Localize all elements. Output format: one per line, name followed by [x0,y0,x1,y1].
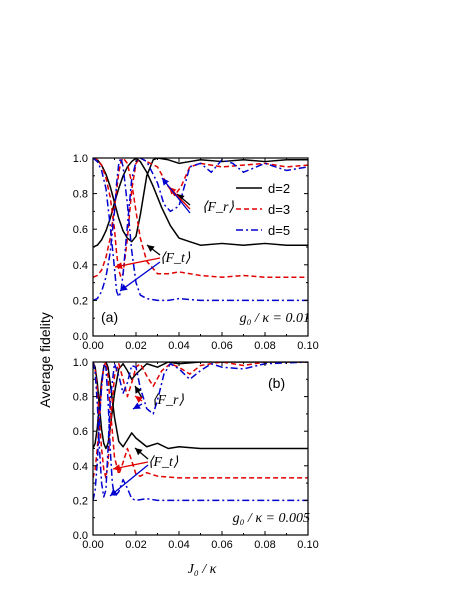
y-tick-label: 0.4 [73,461,88,473]
y-tick-label: 0.8 [73,392,88,404]
series-line-d5-Fr [93,158,308,298]
x-tick-label: 0.10 [297,340,318,352]
x-tick-label: 0.10 [297,539,318,551]
series-line-d3-Ft [93,362,308,479]
x-tick-label: 0.02 [125,539,146,551]
annotation-ft: ⟨F_t⟩ [160,251,191,266]
series-line-d3-Fr [93,158,308,279]
series-line-d3-Ft [93,158,308,279]
series-line-d2-Fr [93,362,308,450]
x-tick-label: 0.04 [168,340,189,352]
annotation-arrow [109,464,149,497]
x-tick-label: 0.08 [254,340,275,352]
parameter-label: g₀ / κ = 0.005 [233,511,310,526]
y-tick-label: 0.6 [73,426,88,438]
legend-label: d=5 [268,223,290,238]
panel-label: (b) [268,375,285,391]
annotation-fr: ⟨F_r⟩ [152,393,184,408]
annotation-arrow [114,257,161,268]
annotation-arrow [161,177,191,214]
y-tick-label: 0.0 [73,331,88,343]
legend: d=2 d=3 d=5 [236,181,290,238]
series-line-d5-Ft [93,364,308,502]
annotation-ft: ⟨F_t⟩ [148,455,179,470]
x-tick-label: 0.00 [82,340,103,352]
x-tick-label: 0.06 [211,539,232,551]
y-tick-label: 0.8 [73,189,88,201]
parameter-label: g₀ / κ = 0.01 [240,311,310,326]
y-tick-label: 0.2 [73,495,88,507]
x-tick-label: 0.04 [168,539,189,551]
annotation-arrow [119,261,161,292]
series-line-d5-Ft [93,158,308,302]
y-tick-label: 1.0 [73,153,88,165]
panel-label: (a) [101,309,118,325]
x-tick-label: 0.02 [125,340,146,352]
y-tick-label: 0.0 [73,530,88,542]
legend-label: d=2 [268,181,290,196]
legend-label: d=3 [268,202,290,217]
y-tick-label: 0.4 [73,260,88,272]
x-tick-label: 0.08 [254,539,275,551]
x-tick-label: 0.00 [82,539,103,551]
series-line-d3-Fr [93,362,308,479]
x-axis-label: J₀ / κ [188,562,217,577]
panel-a: 0.00 0.02 0.04 0.06 0.08 0.10 0.0 0.2 0.4 0.6 0.8 1… [73,153,319,352]
x-tick-label: 0.06 [211,340,232,352]
y-tick-label: 0.2 [73,295,88,307]
y-tick-label: 1.0 [73,357,88,369]
y-tick-label: 0.6 [73,224,88,236]
y-axis-label: Average fidelity [37,312,53,407]
series-line-d5-Fr [93,362,308,498]
panel-b: 0.00 0.02 0.04 0.06 0.08 0.10 0.0 0.2 0.4 0.6 0.8 1… [73,357,319,551]
annotation-fr: ⟨F_r⟩ [202,200,234,215]
